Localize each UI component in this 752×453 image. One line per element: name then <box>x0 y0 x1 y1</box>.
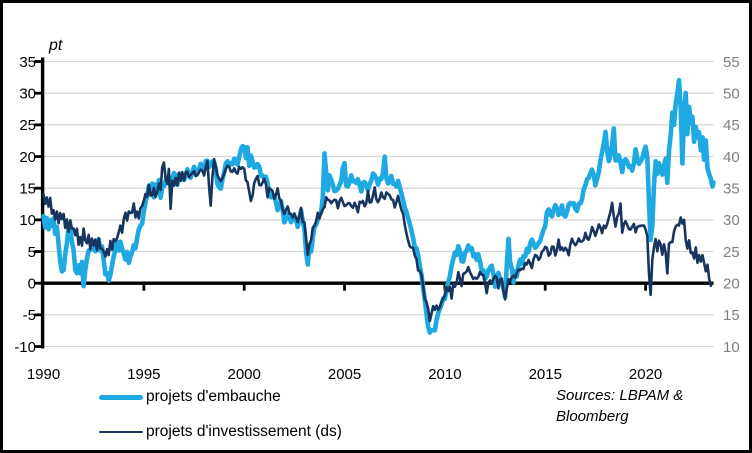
series-line-investissement <box>42 157 713 323</box>
x-axis-tick-2005 <box>343 283 346 291</box>
left-axis-label-5: 5 <box>28 244 36 261</box>
legend: projets d'embauche projets d'investissem… <box>99 388 342 453</box>
left-axis-label-30: 30 <box>19 86 36 103</box>
y-axis-unit-label: pt <box>49 37 63 54</box>
left-axis-tick-35 <box>34 60 42 63</box>
sources-line-1: Sources: LBPAM & <box>556 387 684 404</box>
axes <box>34 57 714 349</box>
x-axis-tick-2015 <box>543 283 547 291</box>
left-axis-label-10: 10 <box>19 212 36 229</box>
right-axis-label-15: 15 <box>723 307 740 324</box>
x-axis-tick-2020 <box>644 283 647 291</box>
series-line-embauche <box>41 77 716 335</box>
legend-label-investissement: projets d'investissement (ds) <box>146 423 342 440</box>
right-axis-label-10: 10 <box>723 339 740 356</box>
legend-swatch-investissement <box>99 430 143 434</box>
right-axis-label-45: 45 <box>723 117 740 134</box>
left-axis-tick-10 <box>34 218 42 222</box>
legend-swatch-embauche <box>99 394 143 400</box>
right-axis-label-40: 40 <box>723 149 740 166</box>
x-axis-label-1995: 1995 <box>127 366 160 383</box>
left-axis-tick-25 <box>34 123 42 127</box>
right-axis-label-50: 50 <box>723 86 740 103</box>
legend-item-embauche: projets d'embauche <box>99 388 342 406</box>
left-axis-label--5: -5 <box>23 307 36 324</box>
x-axis-label-2020: 2020 <box>629 366 662 383</box>
left-axis-tick-30 <box>34 91 42 95</box>
x-axis-tick-2000 <box>242 283 246 291</box>
right-axis-label-55: 55 <box>723 54 740 71</box>
x-axis-label-2000: 2000 <box>228 366 261 383</box>
sources-note: Sources: LBPAM & Bloomberg <box>556 386 683 427</box>
x-axis-label-1990: 1990 <box>27 366 60 383</box>
left-axis-tick-15 <box>34 186 42 190</box>
left-axis-tick--10 <box>34 345 42 348</box>
x-axis-tick-1995 <box>142 283 146 291</box>
left-axis-label-15: 15 <box>19 181 36 198</box>
axis-tick-labels: 35302520151050-5-10555045403530252015101… <box>14 54 739 383</box>
right-axis-label-25: 25 <box>723 244 740 261</box>
left-axis-tick--5 <box>34 313 42 317</box>
sources-line-2: Bloomberg <box>556 407 629 425</box>
right-axis-label-30: 30 <box>723 212 740 229</box>
left-axis-tick-0 <box>34 281 42 285</box>
left-axis-label-25: 25 <box>19 117 36 134</box>
left-axis-tick-5 <box>34 250 42 253</box>
x-axis-zero-line <box>40 281 714 285</box>
left-axis-tick-20 <box>34 155 42 158</box>
x-axis-label-2015: 2015 <box>529 366 562 383</box>
legend-label-embauche: projets d'embauche <box>146 388 281 405</box>
left-axis-label--10: -10 <box>14 339 36 356</box>
left-axis-label-20: 20 <box>19 149 36 166</box>
series-lines <box>41 77 716 335</box>
x-axis-label-2010: 2010 <box>428 366 461 383</box>
left-axis-label-0: 0 <box>28 276 36 293</box>
legend-item-investissement: projets d'investissement (ds) <box>99 423 342 441</box>
right-axis-label-20: 20 <box>723 276 740 293</box>
right-axis-label-35: 35 <box>723 181 740 198</box>
x-axis-label-2005: 2005 <box>328 366 361 383</box>
y-axis-line <box>40 57 45 349</box>
left-axis-label-35: 35 <box>19 54 36 71</box>
